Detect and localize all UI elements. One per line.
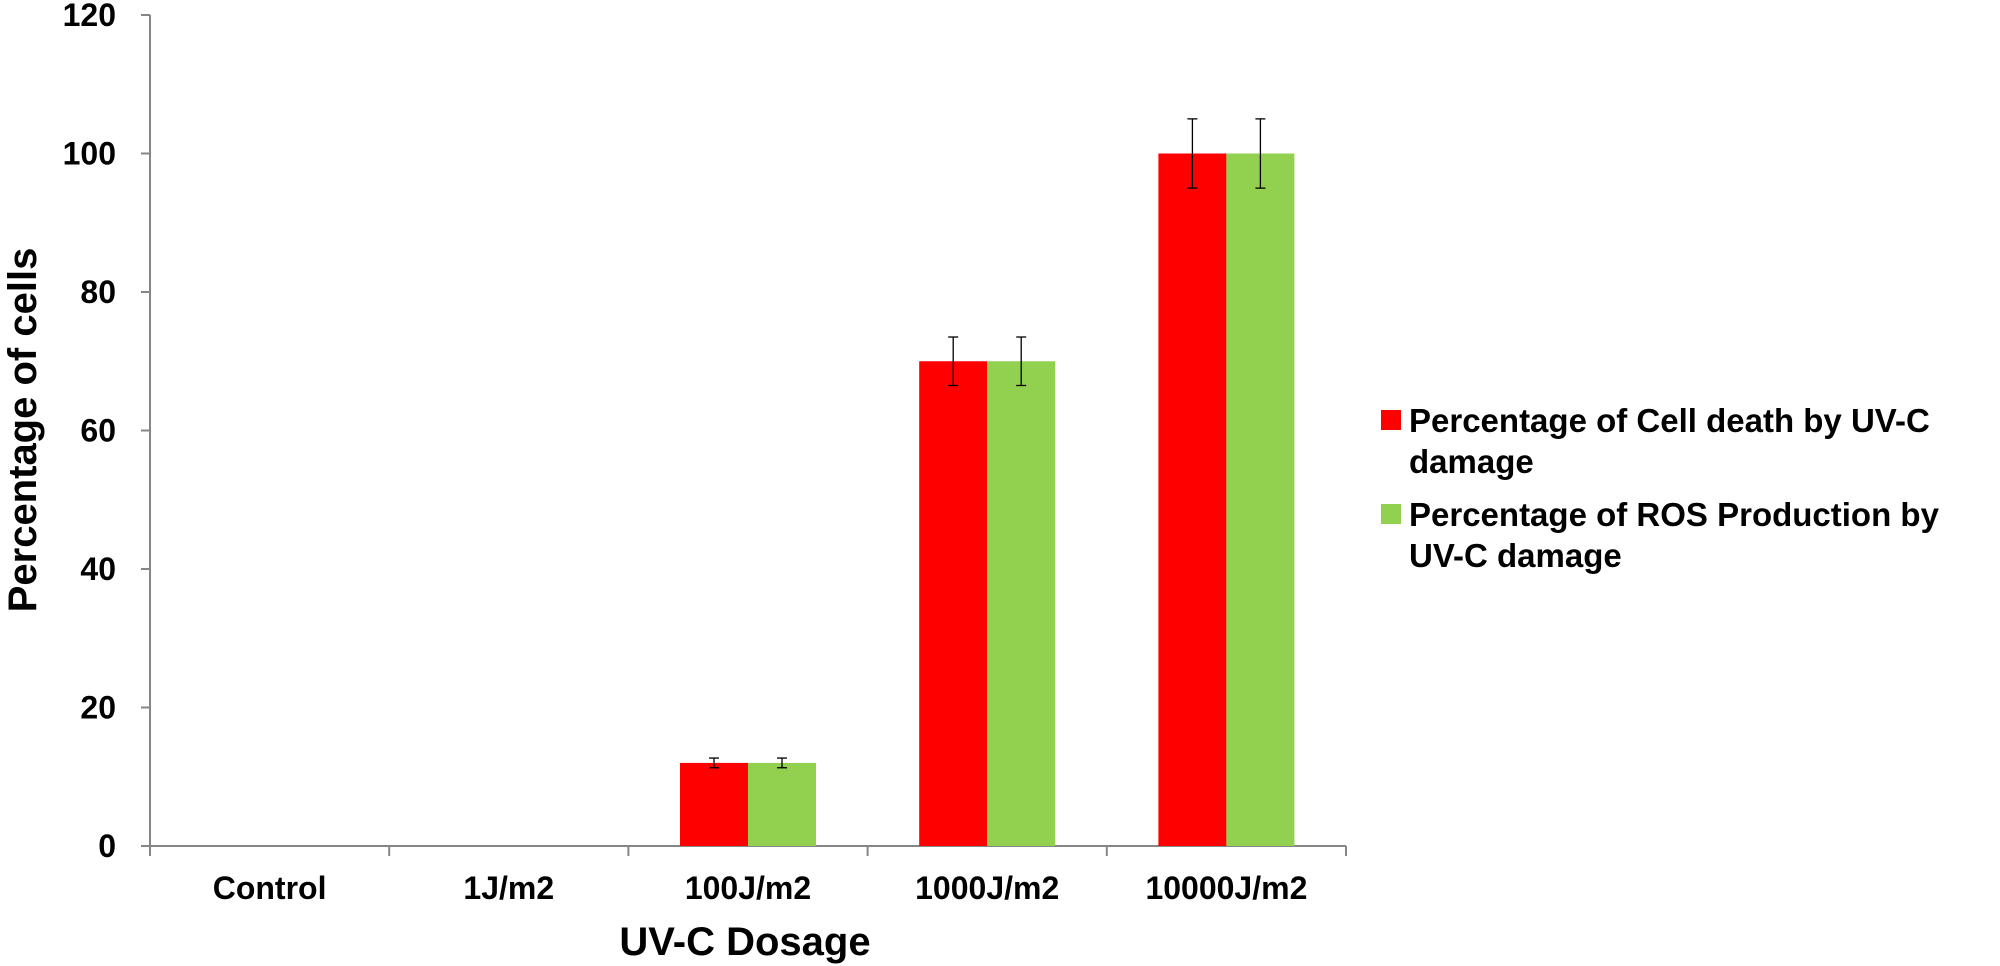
legend-entry-cell-death: Percentage of Cell death by UV-C damage (1381, 402, 1930, 480)
x-tick-label: Control (213, 870, 327, 906)
bar (1226, 153, 1295, 846)
legend-swatch-cell-death (1381, 410, 1401, 430)
bar (919, 361, 988, 846)
y-axis-title: Percentage of cells (1, 248, 45, 613)
y-tick-label: 40 (80, 551, 116, 587)
legend: Percentage of Cell death by UV-C damage … (1381, 402, 1940, 574)
bar (987, 361, 1056, 846)
y-tick-label: 20 (80, 690, 116, 726)
bar (748, 762, 816, 846)
x-axis: Control 1J/m2 100J/m2 1000J/m2 10000J/m2 (149, 845, 1347, 906)
x-axis-title: UV-C Dosage (619, 920, 870, 964)
legend-entry-ros-production: Percentage of ROS Production by UV-C dam… (1381, 496, 1940, 574)
y-tick-label: 60 (80, 413, 116, 449)
legend-label-line-1: Percentage of ROS Production by (1409, 496, 1940, 533)
x-tick-label: 1000J/m2 (915, 870, 1059, 906)
legend-swatch-ros-production (1381, 504, 1401, 524)
y-tick-label: 100 (63, 136, 116, 172)
legend-label-line-2: damage (1409, 443, 1534, 480)
x-tick-label: 100J/m2 (685, 870, 811, 906)
bar (680, 762, 748, 846)
x-tick-label: 1J/m2 (463, 870, 554, 906)
x-tick-label: 10000J/m2 (1145, 870, 1307, 906)
y-axis: 0 20 40 60 80 100 120 (63, 0, 151, 864)
legend-label-line-1: Percentage of Cell death by UV-C (1409, 402, 1930, 439)
bar-series (680, 153, 1295, 846)
y-tick-label: 80 (80, 274, 116, 310)
bar (1158, 153, 1227, 846)
legend-label-line-2: UV-C damage (1409, 537, 1622, 574)
y-tick-label: 120 (63, 0, 116, 33)
error-bars (709, 118, 1266, 769)
y-tick-label: 0 (98, 828, 116, 864)
